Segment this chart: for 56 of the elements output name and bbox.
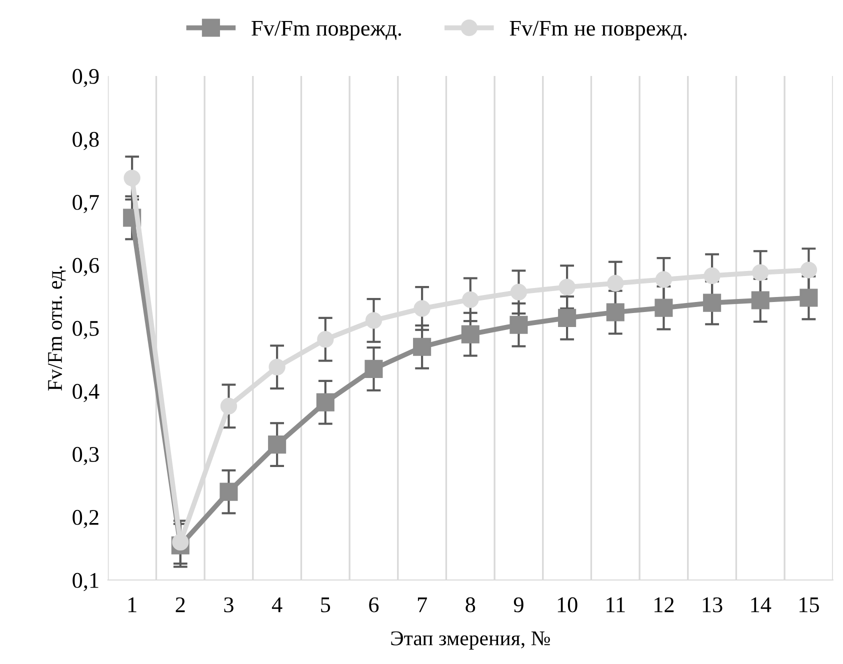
point xyxy=(124,170,140,186)
x-tick-label: 5 xyxy=(321,598,330,612)
x-tick-label: 12 xyxy=(654,597,674,612)
x-tick-label: 3 xyxy=(224,597,234,612)
point xyxy=(751,291,770,310)
legend-label: Fv/Fm не поврежд. xyxy=(510,20,687,40)
point xyxy=(268,436,286,454)
x-tick-label: 6 xyxy=(369,597,379,612)
point xyxy=(800,288,818,307)
point xyxy=(558,278,576,296)
x-tick-label: 1 xyxy=(128,597,136,612)
x-tick-label: 8 xyxy=(466,597,476,612)
x-tick-label: 15 xyxy=(800,597,819,612)
y-tick-label: 0,9 xyxy=(72,68,99,88)
point xyxy=(413,338,432,356)
x-tick-label: 9 xyxy=(514,597,524,612)
point xyxy=(365,312,382,329)
point xyxy=(317,331,334,348)
x-tick-label: 13 xyxy=(702,597,722,612)
point xyxy=(655,271,672,288)
point xyxy=(752,264,769,281)
point xyxy=(703,294,722,312)
y-tick-label: 0,2 xyxy=(72,510,98,528)
y-tick-label: 0,5 xyxy=(72,320,99,340)
point xyxy=(220,398,238,414)
point xyxy=(606,303,624,322)
x-tick-label: 14 xyxy=(751,597,772,612)
y-tick-label: 0,3 xyxy=(72,446,99,466)
point xyxy=(510,316,528,334)
y-axis-title: Fv/Fm отн. ед. xyxy=(48,266,66,391)
point xyxy=(220,482,238,501)
point xyxy=(172,534,189,551)
point xyxy=(364,360,383,378)
point xyxy=(461,325,480,344)
y-tick-label: 0,4 xyxy=(72,384,100,402)
x-tick-label: 11 xyxy=(606,597,625,612)
x-tick-label: 10 xyxy=(558,597,578,612)
point xyxy=(510,284,528,300)
point xyxy=(607,274,624,292)
y-tick-label: 0,8 xyxy=(72,132,99,150)
point xyxy=(558,308,576,327)
point xyxy=(704,267,720,284)
y-tick-label: 0,6 xyxy=(72,258,99,276)
point xyxy=(654,298,673,317)
y-tick-label: 0,7 xyxy=(72,194,99,214)
point xyxy=(800,262,818,278)
point xyxy=(268,358,286,376)
x-tick-label: 2 xyxy=(176,597,185,612)
legend-label: Fv/Fm поврежд. xyxy=(252,20,402,40)
x-tick-label: 4 xyxy=(272,597,282,612)
x-tick-label: 7 xyxy=(418,598,427,612)
point xyxy=(414,300,430,317)
point xyxy=(462,291,479,308)
y-tick-label: 0,1 xyxy=(72,572,98,592)
x-axis-title: Этап змерения, № xyxy=(391,631,550,650)
point xyxy=(316,393,334,412)
